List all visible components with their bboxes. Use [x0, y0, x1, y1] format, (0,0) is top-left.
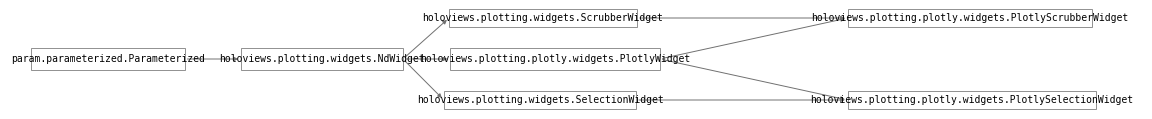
Bar [241, 48, 403, 70]
Text: holoviews.plotting.plotly.widgets.PlotlyScrubberWidget: holoviews.plotting.plotly.widgets.Plotly… [811, 13, 1129, 23]
Text: holoviews.plotting.widgets.ScrubberWidget: holoviews.plotting.widgets.ScrubberWidge… [423, 13, 664, 23]
Bar [444, 91, 636, 109]
Bar [31, 48, 184, 70]
Text: holoviews.plotting.plotly.widgets.PlotlySelectionWidget: holoviews.plotting.plotly.widgets.Plotly… [811, 95, 1134, 105]
Text: holoviews.plotting.plotly.widgets.PlotlyWidget: holoviews.plotting.plotly.widgets.Plotly… [419, 54, 690, 64]
Text: param.parameterized.Parameterized: param.parameterized.Parameterized [12, 54, 205, 64]
Text: holoviews.plotting.widgets.SelectionWidget: holoviews.plotting.widgets.SelectionWidg… [417, 95, 664, 105]
Bar [449, 9, 637, 27]
Bar [450, 48, 660, 70]
Bar [848, 9, 1092, 27]
Text: holoviews.plotting.widgets.NdWidget: holoviews.plotting.widgets.NdWidget [219, 54, 425, 64]
Bar [848, 91, 1097, 109]
